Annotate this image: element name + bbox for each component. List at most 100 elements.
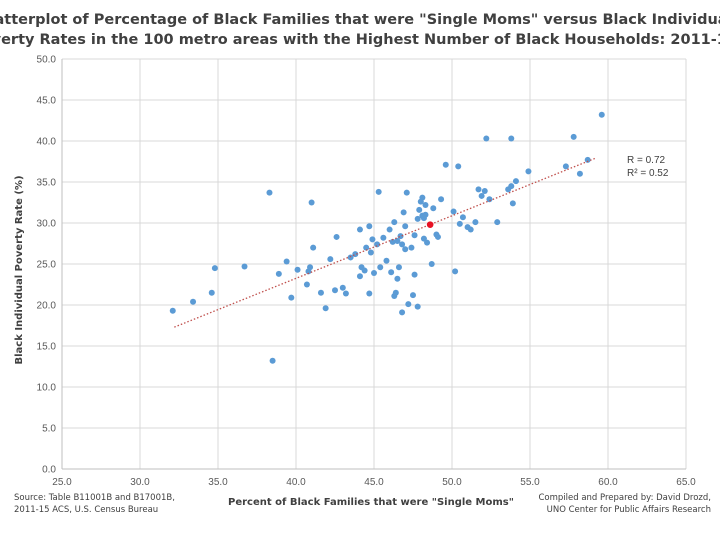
scatter-point	[356, 226, 363, 233]
x-tick-label: 35.0	[208, 477, 228, 488]
credit-note-line-1: Compiled and Prepared by: David Drozd,	[538, 493, 711, 503]
y-tick-label: 25.0	[37, 260, 57, 271]
credit-note-line-2: UNO Center for Public Affairs Research	[547, 505, 711, 515]
scatter-point	[570, 133, 577, 140]
scatter-point	[294, 266, 301, 273]
scatter-point	[562, 163, 569, 170]
y-tick-label: 10.0	[37, 383, 57, 394]
x-axis-title: Percent of Black Families that were "Sin…	[228, 497, 514, 508]
scatter-point	[322, 305, 329, 312]
scatter-point	[317, 289, 324, 296]
y-tick-label: 30.0	[37, 219, 57, 230]
x-tick-label: 25.0	[52, 477, 72, 488]
x-tick-label: 65.0	[676, 477, 696, 488]
scatter-point	[327, 256, 334, 263]
scatter-point	[275, 270, 282, 277]
scatter-point	[424, 239, 431, 246]
scatter-point	[342, 290, 349, 297]
scatter-point	[380, 234, 387, 241]
gridlines	[62, 58, 687, 469]
scatter-point	[416, 206, 423, 213]
scatter-point	[478, 192, 485, 199]
scatter-point	[434, 233, 441, 240]
scatter-point	[241, 263, 248, 270]
scatter-point	[388, 269, 395, 276]
y-tick-label: 20.0	[37, 301, 57, 312]
scatter-point	[494, 219, 501, 226]
scatter-point	[403, 189, 410, 196]
y-tick-label: 40.0	[37, 137, 57, 148]
scatter-point	[266, 189, 273, 196]
scatter-point	[508, 135, 515, 142]
scatter-point	[394, 238, 401, 245]
scatter-point	[208, 289, 215, 296]
r-value-label: R = 0.72	[627, 155, 666, 166]
highlight-point	[426, 221, 434, 228]
scatter-point	[410, 292, 416, 299]
scatter-point	[472, 219, 479, 226]
scatter-point	[399, 241, 406, 248]
scatter-point	[414, 303, 421, 310]
scatter-point	[367, 249, 374, 256]
scatter-point	[475, 186, 482, 193]
scatter-point	[371, 270, 377, 277]
scatter-point	[525, 168, 532, 175]
scatter-point	[414, 215, 421, 222]
y-tick-label: 0.0	[42, 465, 56, 476]
scatter-point	[576, 170, 583, 177]
scatter-point	[339, 284, 346, 291]
scatter-point	[411, 271, 418, 278]
scatter-point	[394, 275, 401, 282]
data-points	[169, 111, 605, 364]
scatter-point	[455, 163, 462, 170]
scatter-point	[386, 226, 393, 233]
scatter-point	[303, 281, 310, 288]
scatter-point	[402, 223, 409, 230]
scatter-point	[509, 200, 516, 207]
scatter-point	[169, 307, 176, 314]
scatter-point	[369, 236, 376, 243]
scatter-point	[383, 257, 390, 264]
scatter-point	[361, 267, 368, 274]
scatter-point	[420, 235, 427, 242]
tick-labels: 0.0 5.0 10.0 15.0 20.0 25.0 30.0 35.0 40.0 45.0 50…	[37, 55, 697, 489]
scatter-point	[310, 244, 317, 251]
scatter-point	[366, 290, 373, 297]
axes	[61, 59, 686, 470]
scatter-point	[211, 265, 218, 272]
source-note-line-1: Source: Table B11001B and B17001B,	[14, 493, 175, 503]
scatter-point	[438, 196, 445, 203]
trendline-layer	[174, 157, 596, 328]
scatter-point	[392, 289, 399, 296]
scatter-point	[402, 246, 409, 253]
scatter-point	[428, 261, 435, 267]
scatter-point	[308, 199, 315, 206]
chart-title-line-1: Scatterplot of Percentage of Black Famil…	[0, 12, 720, 28]
scatter-point	[467, 226, 474, 233]
scatter-point	[483, 135, 490, 142]
y-tick-label: 45.0	[37, 96, 57, 107]
scatter-point	[363, 244, 370, 251]
x-tick-label: 45.0	[364, 477, 384, 488]
scatter-point	[377, 264, 384, 271]
y-tick-label: 35.0	[37, 178, 57, 189]
scatter-point	[399, 309, 406, 316]
scatter-point	[452, 268, 459, 275]
chart-title-line-2: Poverty Rates in the 100 metro areas wit…	[0, 32, 720, 48]
scatter-point	[508, 183, 515, 190]
scatter-point	[307, 264, 314, 271]
scatter-point	[405, 301, 412, 308]
scatter-point	[456, 220, 463, 227]
scatter-point	[366, 223, 373, 230]
scatter-point	[584, 156, 591, 163]
scatter-point	[598, 111, 605, 118]
scatter-point	[411, 232, 418, 239]
x-tick-label: 50.0	[442, 477, 462, 488]
scatter-point	[269, 357, 276, 364]
y-tick-label: 5.0	[42, 424, 56, 435]
scatter-point	[450, 208, 457, 215]
scatter-point	[395, 264, 402, 271]
scatter-point	[481, 188, 488, 195]
r-squared-label: R² = 0.52	[627, 168, 669, 179]
